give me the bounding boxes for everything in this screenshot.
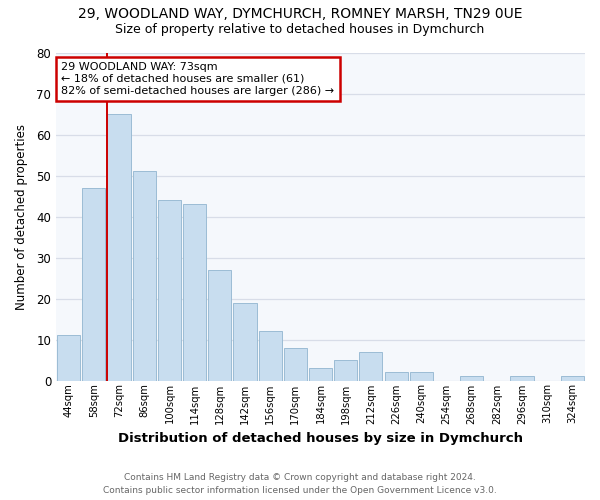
Y-axis label: Number of detached properties: Number of detached properties	[15, 124, 28, 310]
Text: Size of property relative to detached houses in Dymchurch: Size of property relative to detached ho…	[115, 22, 485, 36]
Bar	[410, 372, 433, 380]
Bar	[183, 204, 206, 380]
Bar	[334, 360, 358, 380]
Bar	[511, 376, 533, 380]
X-axis label: Distribution of detached houses by size in Dymchurch: Distribution of detached houses by size …	[118, 432, 523, 445]
Bar	[233, 302, 257, 380]
Bar	[259, 332, 282, 380]
Bar	[57, 336, 80, 380]
Bar	[309, 368, 332, 380]
Bar	[208, 270, 232, 380]
Text: 29, WOODLAND WAY, DYMCHURCH, ROMNEY MARSH, TN29 0UE: 29, WOODLAND WAY, DYMCHURCH, ROMNEY MARS…	[78, 8, 522, 22]
Bar	[133, 172, 156, 380]
Bar	[107, 114, 131, 380]
Bar	[82, 188, 106, 380]
Bar	[561, 376, 584, 380]
Bar	[385, 372, 407, 380]
Bar	[284, 348, 307, 380]
Text: Contains HM Land Registry data © Crown copyright and database right 2024.
Contai: Contains HM Land Registry data © Crown c…	[103, 473, 497, 495]
Bar	[158, 200, 181, 380]
Bar	[460, 376, 483, 380]
Bar	[359, 352, 382, 380]
Text: 29 WOODLAND WAY: 73sqm
← 18% of detached houses are smaller (61)
82% of semi-det: 29 WOODLAND WAY: 73sqm ← 18% of detached…	[61, 62, 334, 96]
